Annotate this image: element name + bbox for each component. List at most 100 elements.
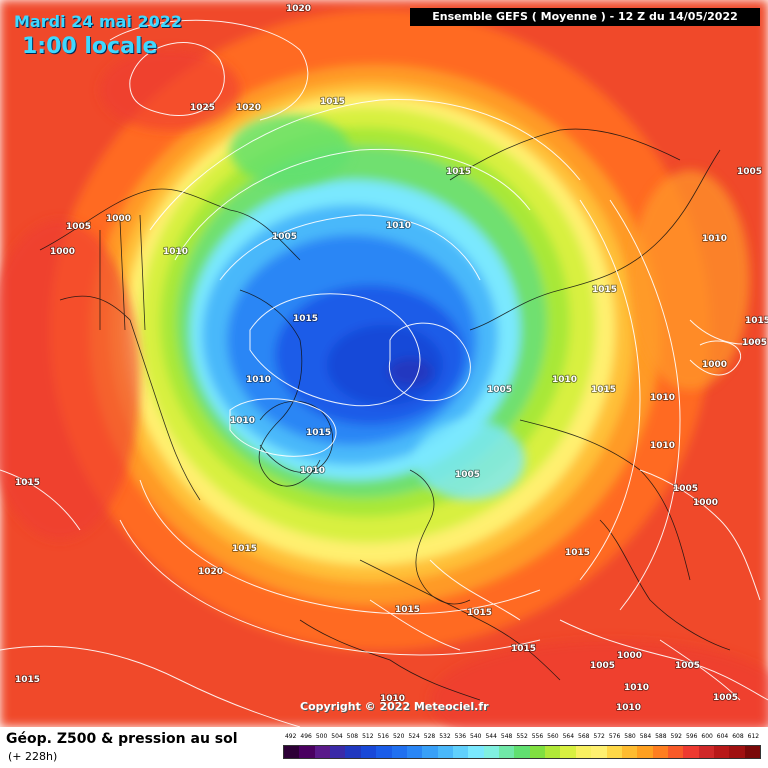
- scale-swatch-516: [376, 746, 392, 758]
- model-run-banner: Ensemble GEFS ( Moyenne ) - 12 Z du 14/0…: [410, 8, 760, 26]
- scale-swatch-560: [545, 746, 561, 758]
- scale-swatch-508: [345, 746, 361, 758]
- scale-swatch-608: [729, 746, 745, 758]
- isobar-1015-alaska: 1015: [320, 97, 345, 107]
- scale-label-500: 500: [315, 733, 328, 740]
- isobar-1010-sahara: 1010: [624, 683, 649, 693]
- scale-swatch-492: [284, 746, 300, 758]
- scale-label-528: 528: [423, 733, 436, 740]
- isobar-1020-azores: 1020: [198, 567, 223, 577]
- scale-swatch-552: [514, 746, 530, 758]
- isobar-1010-greenland-w: 1010: [230, 416, 255, 426]
- isobar-1000-south-asia: 1000: [617, 651, 642, 661]
- scale-label-552: 552: [516, 733, 528, 740]
- isobar-1015-arctic-canada: 1015: [293, 314, 318, 324]
- scale-label-560: 560: [547, 733, 559, 740]
- scale-swatch-520: [391, 746, 407, 758]
- scale-label-540: 540: [470, 733, 482, 740]
- map-product-title: Géop. Z500 & pression au sol: [6, 731, 238, 747]
- scale-swatch-572: [591, 746, 607, 758]
- scale-label-524: 524: [408, 733, 420, 740]
- scale-swatch-544: [483, 746, 500, 758]
- scale-swatch-580: [621, 746, 638, 758]
- scale-swatch-604: [714, 746, 730, 758]
- scale-swatch-504: [330, 746, 346, 758]
- isobar-1000-west-low: 1000: [50, 247, 75, 257]
- scale-label-588: 588: [655, 733, 667, 740]
- isobar-1000-east: 1000: [702, 360, 727, 370]
- scale-swatch-612: [744, 746, 761, 758]
- scale-swatch-568: [575, 746, 592, 758]
- color-scale-legend: 492 496 500 504 508 512 516 520 524 528 532 536 540 5…: [283, 733, 761, 759]
- scale-swatch-532: [437, 746, 453, 758]
- scale-label-596: 596: [685, 733, 698, 740]
- scale-swatch-536: [452, 746, 469, 758]
- scale-swatch-576: [606, 746, 622, 758]
- scale-swatch-600: [698, 746, 715, 758]
- isobar-1015-greenland: 1015: [306, 428, 331, 438]
- isobar-1010-east: 1010: [702, 234, 727, 244]
- scale-label-492: 492: [284, 733, 297, 740]
- isobar-1010-canada: 1010: [163, 247, 188, 257]
- isobar-1000-west: 1000: [106, 214, 131, 224]
- scale-label-536: 536: [454, 733, 467, 740]
- scale-swatch-564: [560, 746, 576, 758]
- scale-label-576: 576: [608, 733, 621, 740]
- scale-swatch-540: [468, 746, 484, 758]
- scale-swatch-584: [637, 746, 653, 758]
- isobar-1010-china: 1010: [650, 393, 675, 403]
- isobar-1015-pacific-se: 1015: [592, 285, 617, 295]
- coastlines: [39, 128, 731, 701]
- scale-label-564: 564: [562, 733, 575, 740]
- scale-label-504: 504: [331, 733, 343, 740]
- scale-label-512: 512: [362, 733, 374, 740]
- isobar-1020-top: 1020: [286, 4, 311, 14]
- isobar-1015-spain: 1015: [395, 605, 420, 615]
- isobar-1005-sahara: 1005: [590, 661, 615, 671]
- scale-label-548: 548: [500, 733, 513, 740]
- isobar-1015-mongolia: 1015: [745, 316, 768, 326]
- scale-label-580: 580: [624, 733, 636, 740]
- scale-label-572: 572: [593, 733, 605, 740]
- isobar-1005-south-asia: 1005: [675, 661, 700, 671]
- isobar-1010-siberia: 1010: [386, 221, 411, 231]
- scale-label-592: 592: [670, 733, 682, 740]
- scale-swatch-592: [667, 746, 684, 758]
- scale-label-544: 544: [485, 733, 497, 740]
- copyright-notice: Copyright © 2022 Meteociel.fr: [300, 700, 489, 713]
- isobar-1025-pacific: 1025: [190, 103, 215, 113]
- color-scale-labels: 492 496 500 504 508 512 516 520 524 528 532 536 540 5…: [283, 733, 761, 743]
- footer-panel: Géop. Z500 & pression au sol (+ 228h) 49…: [0, 727, 768, 768]
- isobar-1005-ural: 1005: [487, 385, 512, 395]
- scale-label-608: 608: [732, 733, 744, 740]
- isobars: [0, 19, 768, 727]
- scale-label-568: 568: [578, 733, 590, 740]
- isobar-1015-africa: 1015: [565, 548, 590, 558]
- isobar-1010-east-low: 1010: [616, 703, 641, 713]
- scale-label-612: 612: [747, 733, 760, 740]
- isobar-1010-russia: 1010: [552, 375, 577, 385]
- isobar-1015-mideast: 1015: [511, 644, 536, 654]
- isobar-1005-west: 1005: [66, 222, 91, 232]
- isobar-1015-atlantic: 1015: [232, 544, 257, 554]
- isobar-1015-med: 1015: [467, 608, 492, 618]
- isobar-1010-hudson: 1010: [246, 375, 271, 385]
- scale-swatch-596: [683, 746, 699, 758]
- geopotential-detail: [0, 50, 768, 727]
- isobar-1015-pacific-w: 1015: [15, 478, 40, 488]
- isobar-1015-atlantic-w: 1015: [15, 675, 40, 685]
- isobar-1005-india: 1005: [737, 167, 762, 177]
- isobar-1010-scandinavia: 1010: [380, 694, 405, 704]
- isobar-1020-pacific: 1020: [236, 103, 261, 113]
- isobar-1010-atlantic: 1010: [300, 466, 325, 476]
- scale-label-520: 520: [392, 733, 405, 740]
- isobar-1015-kazakhstan: 1015: [591, 385, 616, 395]
- lead-time-label: (+ 228h): [8, 750, 58, 763]
- scale-swatch-548: [499, 746, 515, 758]
- scale-swatch-556: [529, 746, 546, 758]
- scale-label-604: 604: [716, 733, 729, 740]
- isobar-1005-china: 1005: [673, 484, 698, 494]
- isobar-1005-canada: 1005: [272, 232, 297, 242]
